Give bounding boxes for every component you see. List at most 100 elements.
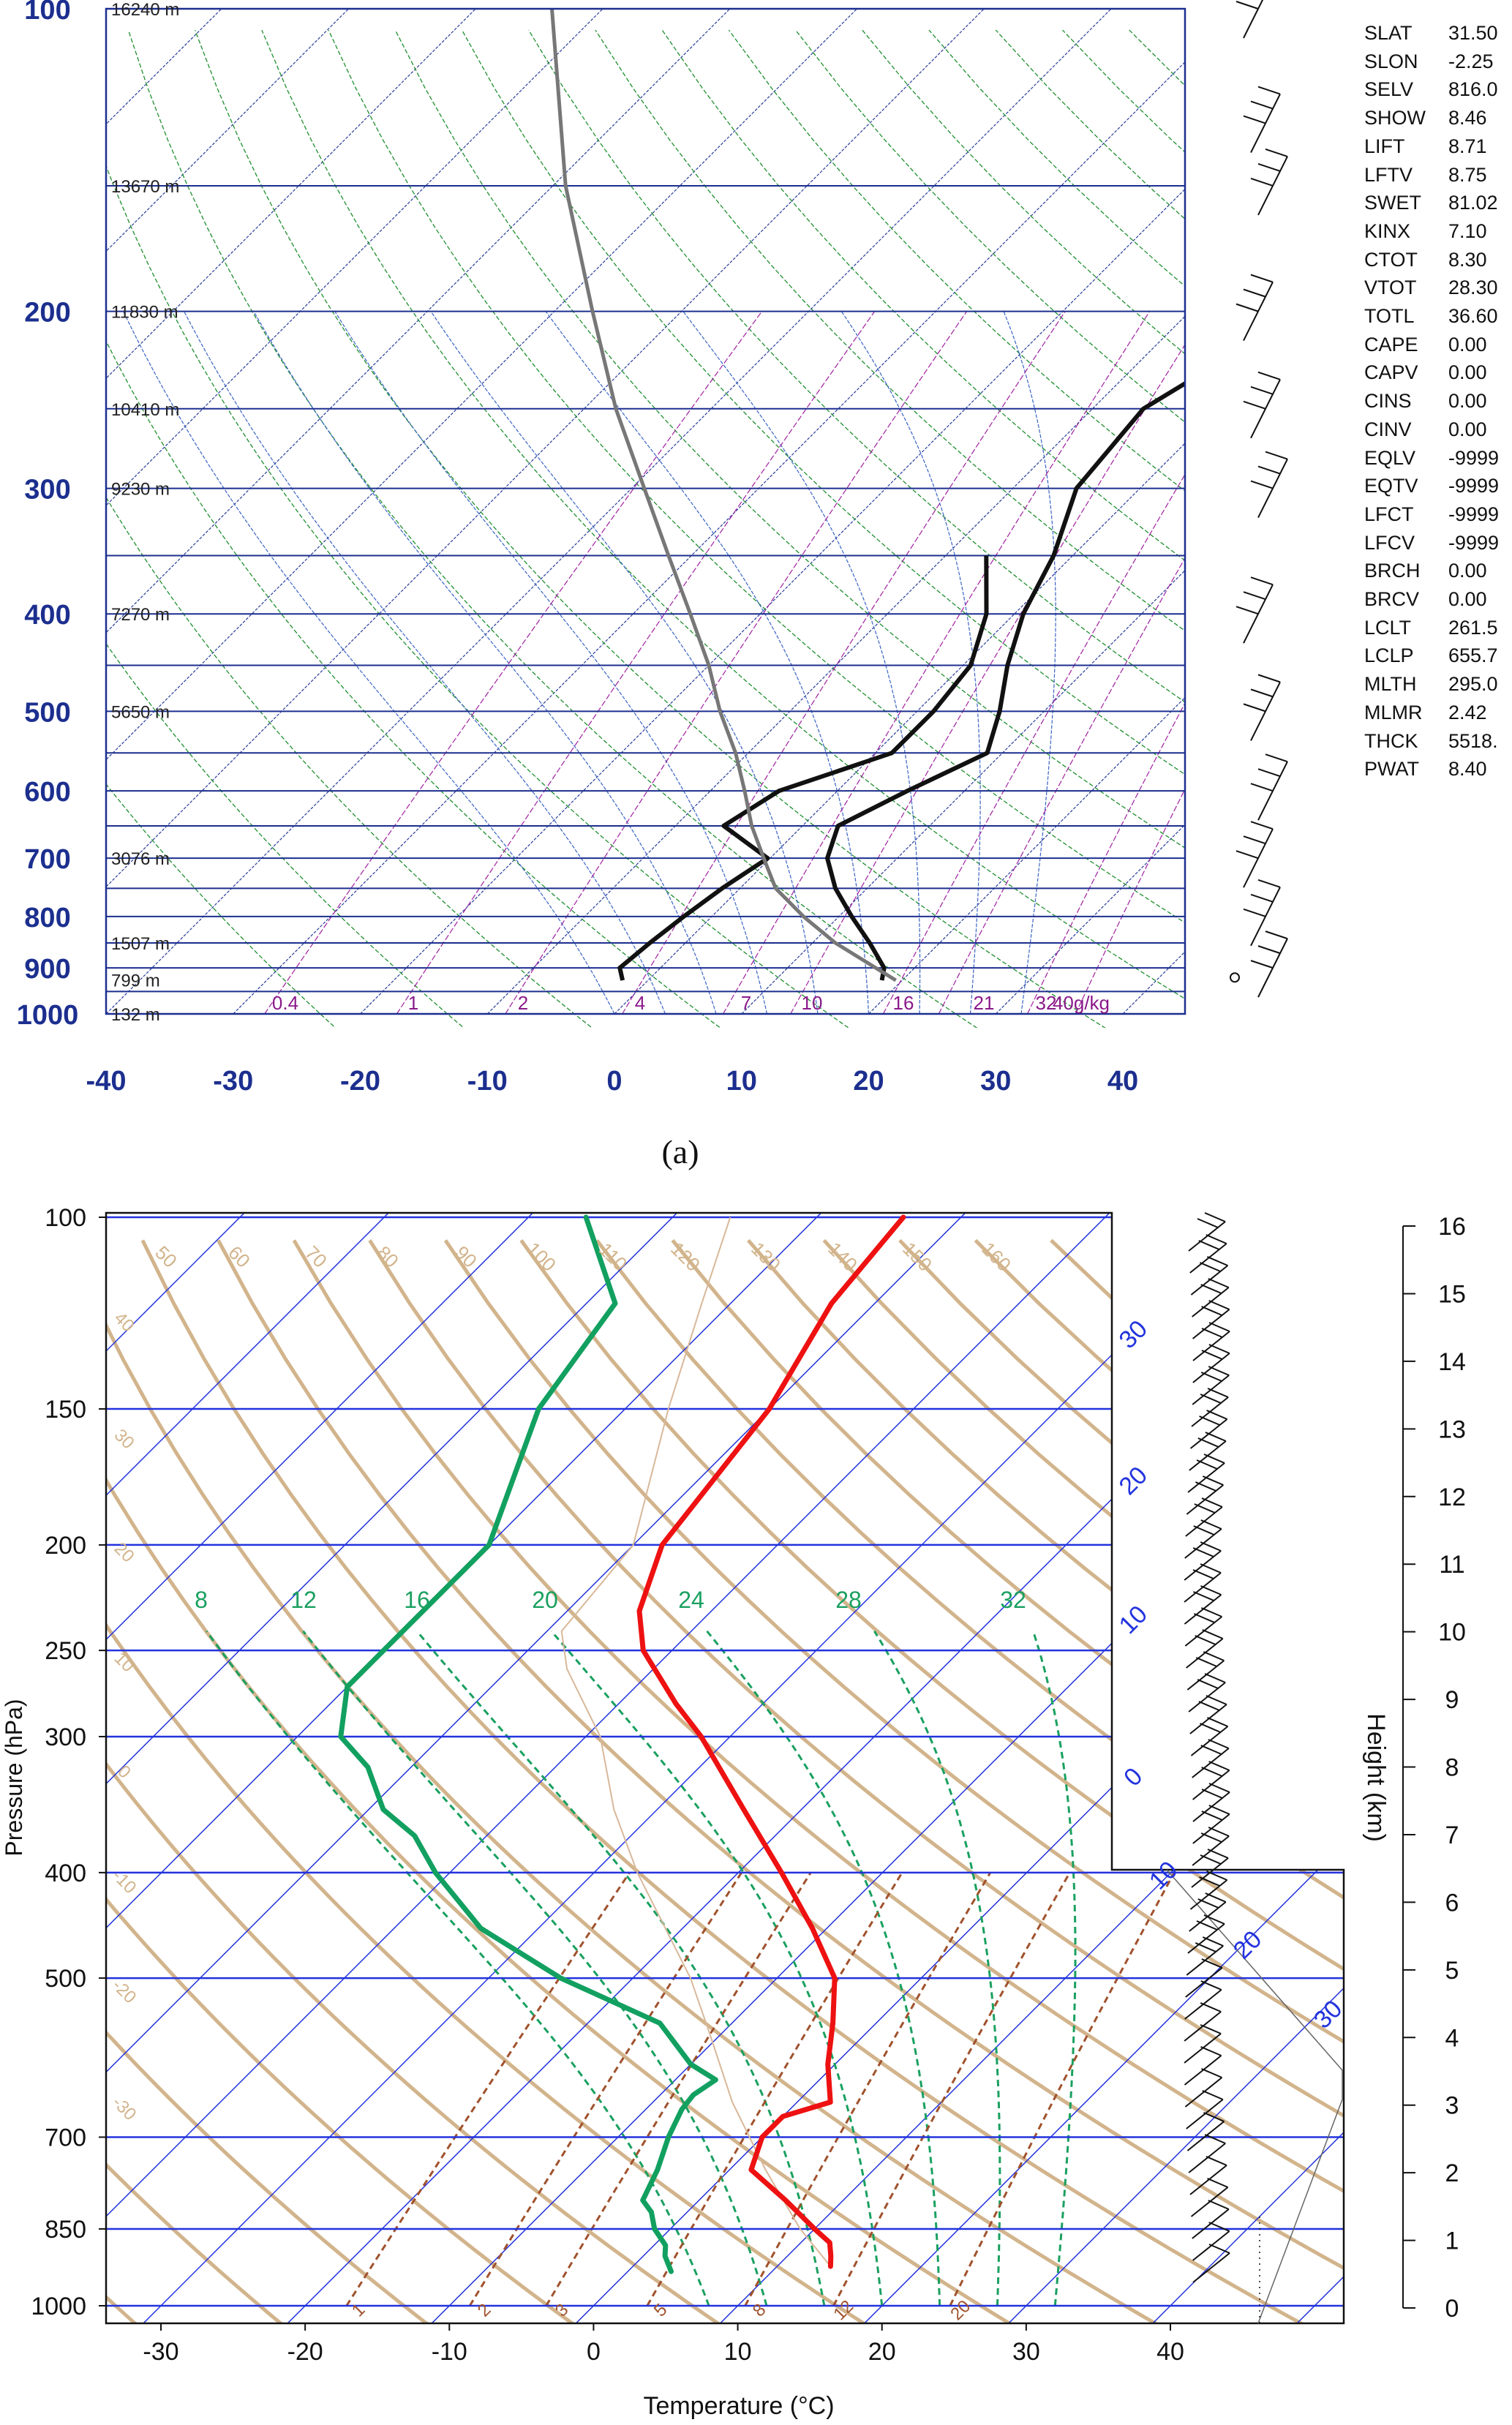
wind-barb-staff: [1184, 1616, 1222, 1647]
wind-barb-flag: [1208, 1739, 1230, 1749]
index-value: 8.40: [1448, 758, 1487, 781]
wind-barb-flag: [1208, 1761, 1230, 1771]
panel-b-isotherm-label: 0: [1118, 1762, 1148, 1792]
panel-a-x-tick-label: 20: [853, 1066, 884, 1097]
panel-b-y-tick-label: 150: [45, 1396, 86, 1424]
panel-b-theta-e-label: 8: [195, 1587, 208, 1613]
index-key: LIFT: [1364, 135, 1405, 157]
index-key: SELV: [1364, 78, 1414, 101]
wind-barb-flag: [1203, 1454, 1225, 1464]
panel-b-moist-adiabat: [873, 1631, 1001, 2306]
index-value: 81.02: [1448, 192, 1498, 214]
panel-b-isotherm: [106, 1213, 1130, 2323]
panel-b-y-tick-label: 500: [45, 1965, 86, 1993]
wind-barb-flag: [1207, 1717, 1228, 1727]
panel-b-height-tick-label: 13: [1438, 1415, 1466, 1443]
index-value: 8.71: [1448, 135, 1487, 157]
wind-barb-flag: [1197, 1898, 1219, 1909]
panel-b-isotherm: [106, 1213, 842, 2323]
index-value: 0.00: [1448, 390, 1487, 413]
wind-barb-flag: [1208, 2244, 1230, 2254]
index-value: -2.25: [1448, 50, 1494, 72]
panel-b-dry-adiabat: [292, 1239, 1344, 2323]
index-value: 0.00: [1448, 361, 1487, 384]
panel-a-dry-adiabat: [106, 339, 721, 1028]
index-value: -9999: [1448, 475, 1500, 497]
index-key: SWET: [1364, 192, 1421, 214]
wind-barb-flag: [1200, 2024, 1222, 2034]
panel-a-mixing-label: 21: [974, 992, 995, 1014]
wind-barb-flag: [1208, 2200, 1230, 2210]
wind-barb-staff: [1192, 1287, 1230, 1317]
panel-b-height-tick-label: 3: [1445, 2092, 1459, 2120]
panel-b-isotherm: [858, 1213, 1344, 2323]
panel-a-mixing-line: [1026, 702, 1185, 1015]
index-key: THCK: [1364, 729, 1418, 752]
wind-barb-flag: [1199, 1415, 1220, 1426]
wind-barb-flag: [1200, 2002, 1222, 2012]
wind-barb-flag: [1201, 1306, 1222, 1316]
panel-a-y-tick-label: 1000: [17, 1000, 79, 1031]
panel-b-theta-e-label: 16: [404, 1587, 430, 1613]
panel-b-height-tick-label: 7: [1445, 1821, 1459, 1849]
panel-b-dry-adiabat: [106, 1239, 727, 2323]
panel-b-moist-adiabat: [1031, 1631, 1077, 2306]
panel-b-x-tick-label: -30: [143, 2338, 178, 2366]
panel-b-isotherm: [426, 1213, 1344, 2323]
panel-a-height-label: 9230 m: [111, 480, 170, 500]
panel-a-height-label: 10410 m: [111, 400, 179, 420]
wind-barb-flag: [1250, 274, 1274, 283]
index-value: -9999: [1448, 503, 1500, 525]
wind-barb-flag: [1199, 1262, 1221, 1272]
wind-barb-flag: [1206, 1234, 1227, 1244]
wind-barb-flag: [1200, 1563, 1222, 1574]
index-key: BRCH: [1364, 560, 1421, 582]
panel-b-series-line: [636, 1214, 906, 2269]
panel-b-height-tick-label: 6: [1445, 1889, 1459, 1917]
wind-barb-flag: [1193, 1591, 1214, 1601]
panel-b-height-tick-label: 5: [1445, 1957, 1459, 1985]
panel-a-mixing-label: 2: [518, 992, 528, 1014]
index-value: 816.0: [1448, 78, 1498, 101]
panel-b-y-tick-label: 200: [45, 1532, 86, 1560]
calm-wind-circle: [1230, 972, 1240, 983]
wind-barb-flag: [1250, 893, 1274, 903]
wind-barb-flag: [1202, 2090, 1224, 2100]
panel-a-moist-adiabat: [122, 311, 615, 1015]
wind-barb-flag: [1208, 1322, 1230, 1332]
index-value: 0.00: [1448, 588, 1487, 610]
wind-barb-flag: [1250, 960, 1274, 969]
wind-barb-flag: [1250, 100, 1274, 110]
wind-barb-flag: [1201, 1767, 1223, 1777]
panel-b-height-tick-label: 1: [1445, 2227, 1459, 2255]
wind-barb-flag: [1205, 1892, 1227, 1903]
wind-barb-staff: [1188, 2143, 1226, 2173]
hodograph-outline: [1166, 1869, 1343, 2324]
panel-a-dry-adiabat: [106, 164, 849, 1028]
wind-barb-flag: [1250, 480, 1274, 489]
wind-barb-flag: [1250, 821, 1274, 830]
wind-barb-flag: [1203, 2112, 1225, 2122]
wind-barb-flag: [1257, 465, 1281, 475]
panel-b-dry-adiabat: [519, 1239, 1344, 2323]
index-value: 7.10: [1448, 219, 1487, 242]
wind-barb-flag: [1243, 835, 1266, 845]
panel-a-series-line: [825, 380, 1185, 981]
wind-barb-flag: [1203, 1651, 1225, 1661]
panel-b-height-tick-label: 0: [1445, 2295, 1459, 2323]
wind-barb-flag: [1208, 1278, 1230, 1288]
wind-barb-flag: [1235, 606, 1259, 615]
wind-barb-flag: [1203, 1914, 1225, 1925]
wind-barb-staff: [1184, 1594, 1222, 1625]
panel-a-x-tick-label: 10: [726, 1066, 757, 1097]
index-value: 0.00: [1448, 333, 1487, 356]
panel-b-theta-e-label: 12: [290, 1587, 317, 1613]
wind-barb-flag: [1202, 1629, 1224, 1639]
panel-a-height-label: 5650 m: [111, 702, 170, 722]
wind-barb-flag: [1200, 1980, 1222, 1990]
wind-barb-flag: [1208, 1344, 1230, 1354]
index-key: CAPV: [1364, 361, 1418, 384]
panel-b-y-tick-label: 850: [45, 2216, 86, 2244]
wind-barb-flag: [1243, 288, 1266, 298]
panel-b-moist-adiabat: [415, 1630, 826, 2306]
